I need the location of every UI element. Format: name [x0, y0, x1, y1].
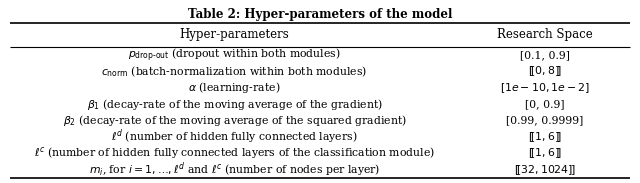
Text: $[1e-10, 1e-2]$: $[1e-10, 1e-2]$ [500, 81, 590, 95]
Text: $\ell^c$ (number of hidden fully connected layers of the classification module): $\ell^c$ (number of hidden fully connect… [34, 145, 435, 161]
Text: $\beta_2$ (decay-rate of the moving average of the squared gradient): $\beta_2$ (decay-rate of the moving aver… [63, 113, 406, 128]
Text: Research Space: Research Space [497, 28, 593, 41]
Text: $\beta_1$ (decay-rate of the moving average of the gradient): $\beta_1$ (decay-rate of the moving aver… [86, 97, 383, 112]
Text: $m_i$, for $i = 1,\ldots,\ell^d$ and $\ell^c$ (number of nodes per layer): $m_i$, for $i = 1,\ldots,\ell^d$ and $\e… [89, 160, 380, 179]
Text: $\alpha$ (learning-rate): $\alpha$ (learning-rate) [188, 80, 281, 95]
Text: $c_{\mathrm{norm}}$ (batch-normalization within both modules): $c_{\mathrm{norm}}$ (batch-normalization… [101, 64, 368, 79]
Text: $[\![1, 6]\!]$: $[\![1, 6]\!]$ [528, 130, 562, 144]
Text: [0.99, 0.9999]: [0.99, 0.9999] [506, 115, 584, 126]
Text: $[\![1, 6]\!]$: $[\![1, 6]\!]$ [528, 146, 562, 160]
Text: $p_{\mathrm{drop\text{-}out}}$ (dropout within both modules): $p_{\mathrm{drop\text{-}out}}$ (dropout … [128, 46, 341, 64]
Text: $[\![32, 1024]\!]$: $[\![32, 1024]\!]$ [514, 163, 576, 177]
Text: $\ell^d$ (number of hidden fully connected layers): $\ell^d$ (number of hidden fully connect… [111, 128, 358, 146]
Text: $[\![0, 8]\!]$: $[\![0, 8]\!]$ [528, 64, 562, 78]
Text: Table 2: Hyper-parameters of the model: Table 2: Hyper-parameters of the model [188, 8, 452, 21]
Text: [0.1, 0.9]: [0.1, 0.9] [520, 50, 570, 60]
Text: Hyper-parameters: Hyper-parameters [180, 28, 289, 41]
Text: [0, 0.9]: [0, 0.9] [525, 99, 564, 109]
